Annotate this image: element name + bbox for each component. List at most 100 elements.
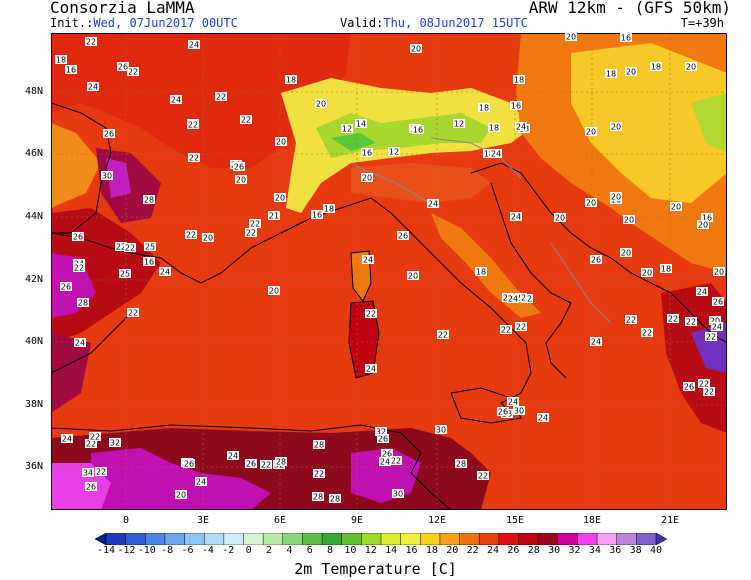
station-temp-label: 16	[620, 33, 632, 43]
station-temp-label: 14	[355, 119, 367, 129]
station-temp-value: 24	[363, 256, 373, 265]
station-temp-label: 22	[705, 332, 717, 342]
station-temp-value: 22	[128, 309, 138, 318]
station-temp-value: 18	[476, 268, 486, 277]
station-temp-value: 24	[75, 339, 85, 348]
station-temp-label: 28	[329, 494, 341, 504]
station-temp-value: 28	[330, 495, 340, 504]
station-temp-label: 24	[515, 122, 527, 132]
colorbar-title: 2m Temperature [C]	[294, 560, 457, 578]
station-temp-label: 22	[698, 379, 710, 389]
init-time: Init.:Wed, 07Jun2017 00UTC	[50, 16, 238, 30]
station-temp-label: 26	[381, 449, 393, 459]
colorbar-tick-label: 2	[265, 545, 272, 556]
station-temp-label-box	[202, 233, 214, 242]
station-temp-label-box	[497, 407, 509, 416]
coastline-adriatic-west	[490, 182, 572, 379]
station-temp-label-box	[268, 211, 280, 220]
station-temp-value: 18	[489, 124, 499, 133]
station-temp-value: 22	[642, 329, 652, 338]
station-temp-value: 24	[508, 295, 518, 304]
lon-label-3e: 3E	[196, 515, 210, 526]
station-temp-value: 26	[498, 408, 508, 417]
sw-france-magenta-field	[106, 158, 131, 198]
lon-label-9e: 9E	[350, 515, 364, 526]
station-temp-label: 22	[188, 153, 200, 163]
station-temp-label: 16	[311, 210, 323, 220]
station-temp-value: 24	[591, 338, 601, 347]
station-temp-label-box	[361, 148, 373, 157]
station-temp-value: 28	[144, 196, 154, 205]
station-temp-label-box	[170, 95, 182, 104]
station-temp-label-box	[437, 330, 449, 339]
coastline-corsica	[350, 250, 372, 302]
station-temp-label: 24	[507, 294, 519, 304]
station-temp-label-box	[227, 451, 239, 460]
station-temp-label-box	[412, 125, 424, 134]
station-temp-value: 26	[234, 163, 244, 172]
station-temp-label-box	[410, 44, 422, 53]
sardinia-field	[349, 301, 379, 378]
station-temp-label-box	[709, 316, 721, 325]
colorbar-cell	[95, 533, 107, 545]
station-temp-value: 22	[516, 323, 526, 332]
init-value: Wed, 07Jun2017 00UTC	[93, 16, 238, 30]
station-temp-value: 30	[436, 426, 446, 435]
station-temp-value: 18	[479, 104, 489, 113]
station-temp-value: 18	[514, 76, 524, 85]
colorbar-tick-label: 32	[568, 545, 581, 556]
station-temp-value: 22	[188, 121, 198, 130]
station-temp-value: 22	[516, 294, 526, 303]
colorbar-tick-label: 14	[385, 545, 398, 556]
station-temp-value: 20	[362, 174, 372, 183]
station-temp-label: 18	[55, 55, 67, 65]
station-temp-label: 20	[709, 316, 721, 326]
station-temp-label: 28	[143, 195, 155, 205]
station-temp-label: 20	[685, 62, 697, 72]
station-temp-label-box	[475, 267, 487, 276]
station-temp-label-box	[392, 489, 404, 498]
station-temp-value: 22	[699, 380, 709, 389]
balkans-green-field	[691, 93, 727, 153]
station-temp-label-box	[554, 213, 566, 222]
station-temp-value: 26	[398, 232, 408, 241]
station-temp-value: 22	[90, 433, 100, 442]
station-temp-label: 25	[144, 242, 156, 252]
station-temp-label: 22	[95, 467, 107, 477]
station-temp-label-box	[388, 147, 400, 156]
balkans-yellow-field	[571, 43, 727, 203]
station-temp-label-box	[625, 67, 637, 76]
station-temp-value: 12	[454, 120, 464, 129]
station-temp-value: 20	[203, 234, 213, 243]
station-temp-value: 22	[86, 38, 96, 47]
colorbar-tick-label: -2	[222, 545, 235, 556]
colorbar-cell	[596, 533, 618, 545]
colorbar-tick-label: 28	[527, 545, 540, 556]
station-temp-label-box	[260, 460, 272, 469]
station-temp-value: 16	[144, 258, 154, 267]
temperature-colorbar	[95, 533, 667, 545]
colorbar-cell	[262, 533, 284, 545]
station-temp-label: 24	[61, 434, 73, 444]
station-temp-label-box	[453, 119, 465, 128]
station-temp-label-box	[697, 220, 709, 229]
coastline-sicily	[450, 387, 522, 424]
station-temp-label: 28	[275, 457, 287, 467]
lat-label-44n: 44N	[25, 211, 44, 222]
station-temp-value: 26	[713, 298, 723, 307]
station-temp-value: 28	[314, 441, 324, 450]
station-temp-label: 20	[625, 67, 637, 77]
station-temp-value: 26	[378, 435, 388, 444]
station-temp-value: 18	[651, 63, 661, 72]
station-temp-label: 22	[89, 432, 101, 442]
station-temp-value: 20	[275, 194, 285, 203]
po-valley-field	[351, 163, 491, 203]
station-temp-label-box	[103, 129, 115, 138]
station-temp-label-box	[275, 137, 287, 146]
station-temp-label: 28	[455, 459, 467, 469]
station-temp-label-box	[127, 67, 139, 76]
station-temp-label-box	[240, 115, 252, 124]
station-temp-value: 18	[661, 265, 671, 274]
station-temp-label-box	[72, 232, 84, 241]
colorbar-tick-labels: -14 -12 -10 -8 -6 -4 -2 0 2 4 6 8 10 12 14 16 18 20 22 24 26…	[97, 545, 662, 557]
